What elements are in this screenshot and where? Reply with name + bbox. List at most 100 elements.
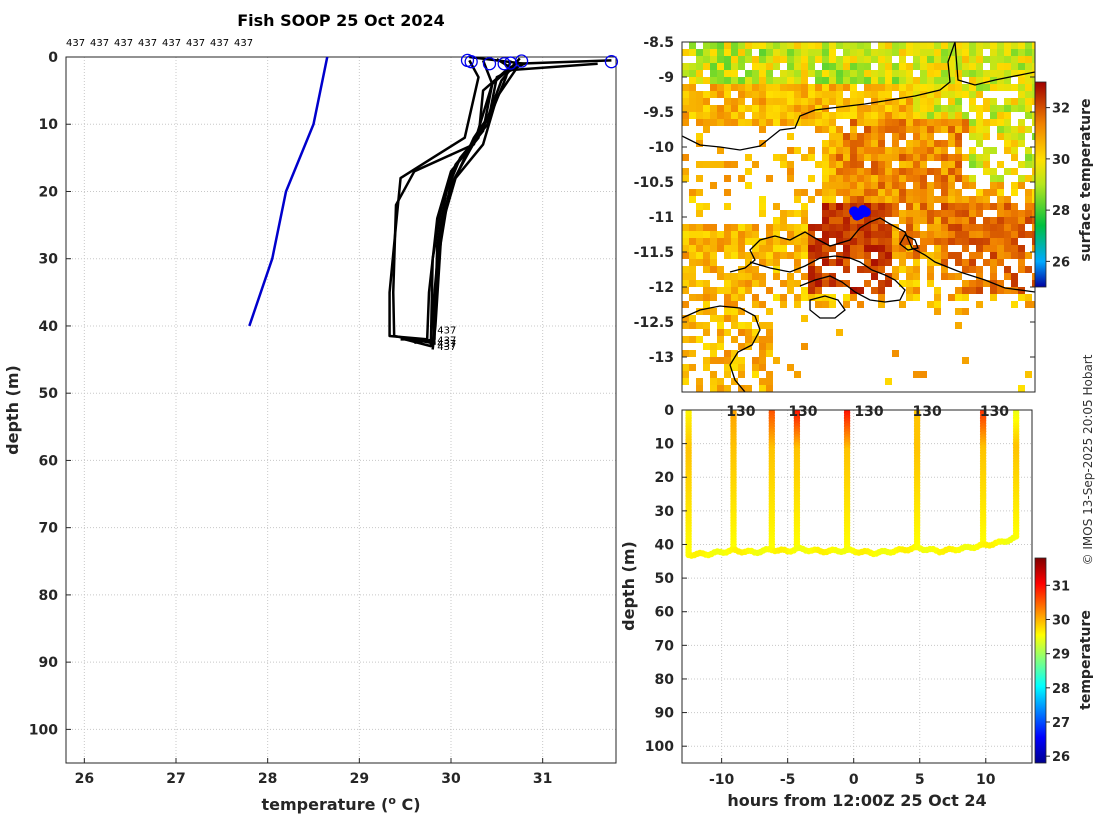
sst-cell <box>822 231 829 238</box>
sst-cell <box>829 203 836 210</box>
sst-cell <box>955 140 962 147</box>
sst-cell <box>1032 210 1035 217</box>
sst-cell <box>836 168 843 175</box>
sst-cell <box>1011 154 1018 161</box>
sst-cell <box>801 56 808 63</box>
sst-cell <box>703 98 710 105</box>
sst-cell <box>948 112 955 119</box>
sst-cell <box>780 91 787 98</box>
sst-cell <box>1011 224 1018 231</box>
sst-cell <box>878 91 885 98</box>
sst-cell <box>745 49 752 56</box>
sst-cell <box>696 280 703 287</box>
sst-cell <box>836 252 843 259</box>
sst-cell <box>990 245 997 252</box>
sst-cell <box>829 98 836 105</box>
sst-cell <box>934 217 941 224</box>
sst-cell <box>703 308 710 315</box>
sst-cell <box>682 350 689 357</box>
sst-cell <box>1025 126 1032 133</box>
sst-cell <box>969 196 976 203</box>
sst-cell <box>934 140 941 147</box>
sst-cell <box>773 112 780 119</box>
section-y-label: depth (m) <box>619 541 638 631</box>
sst-cell <box>955 210 962 217</box>
sst-cell <box>941 217 948 224</box>
sst-cell <box>724 252 731 259</box>
sst-cell <box>1011 245 1018 252</box>
sst-cell <box>731 308 738 315</box>
sst-cell <box>878 238 885 245</box>
sst-cell <box>885 189 892 196</box>
sst-cell <box>927 182 934 189</box>
sst-cell <box>899 42 906 49</box>
sst-cell <box>934 301 941 308</box>
sst-cell <box>920 126 927 133</box>
sst-cell <box>1025 98 1032 105</box>
sst-cell <box>703 357 710 364</box>
sst-cell <box>759 259 766 266</box>
cast-id-label: 437 <box>210 38 229 49</box>
sst-cell <box>962 238 969 245</box>
sst-cell <box>990 147 997 154</box>
sst-cell <box>969 147 976 154</box>
sst-cell <box>906 91 913 98</box>
sst-cell <box>843 252 850 259</box>
lat-tick-label: -10.5 <box>634 175 674 191</box>
sst-cell <box>871 77 878 84</box>
sst-cell <box>976 266 983 273</box>
sst-cell <box>955 63 962 70</box>
sst-cell <box>941 91 948 98</box>
sst-cell <box>850 147 857 154</box>
sst-cell <box>1004 287 1011 294</box>
sst-cell <box>871 273 878 280</box>
sst-cell <box>1004 42 1011 49</box>
sst-cell <box>745 77 752 84</box>
sst-cell <box>1011 217 1018 224</box>
sst-cell <box>745 385 752 392</box>
sst-cell <box>892 98 899 105</box>
sst-cell <box>1032 301 1035 308</box>
sst-cell <box>682 245 689 252</box>
sst-cell <box>1032 203 1035 210</box>
sst-cell <box>857 266 864 273</box>
sst-cell <box>885 238 892 245</box>
sst-cell <box>696 224 703 231</box>
sst-cell <box>983 147 990 154</box>
sst-cell <box>801 273 808 280</box>
sst-cell <box>787 224 794 231</box>
sst-cell <box>969 175 976 182</box>
sst-cell <box>1025 189 1032 196</box>
sst-cell <box>955 322 962 329</box>
sst-cell <box>997 210 1004 217</box>
sst-cell <box>955 287 962 294</box>
sst-cell <box>822 42 829 49</box>
sst-cell <box>871 91 878 98</box>
sst-cell <box>703 63 710 70</box>
sst-cell <box>962 56 969 63</box>
sst-cell <box>689 70 696 77</box>
sst-cell <box>920 252 927 259</box>
sst-cell <box>864 231 871 238</box>
sst-cell <box>955 203 962 210</box>
sst-cell <box>864 126 871 133</box>
sst-cell <box>836 133 843 140</box>
sst-cell <box>794 84 801 91</box>
sst-cell <box>997 77 1004 84</box>
sst-cell <box>773 42 780 49</box>
sst-cell <box>892 42 899 49</box>
sst-cell <box>766 63 773 70</box>
sst-cell <box>997 217 1004 224</box>
sst-cell <box>906 245 913 252</box>
sst-cell <box>948 182 955 189</box>
sst-cell <box>969 280 976 287</box>
sst-cell <box>738 245 745 252</box>
sst-cell <box>843 112 850 119</box>
sst-cell <box>913 182 920 189</box>
sst-cell <box>878 210 885 217</box>
sst-cell <box>1025 63 1032 70</box>
sst-cell <box>1004 70 1011 77</box>
sst-cell <box>745 56 752 63</box>
sst-cell <box>857 42 864 49</box>
